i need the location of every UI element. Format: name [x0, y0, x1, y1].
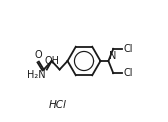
Text: OH: OH [44, 56, 59, 66]
Text: Cl: Cl [123, 44, 133, 54]
Text: Cl: Cl [123, 68, 133, 78]
Text: H₂N: H₂N [27, 70, 46, 80]
Text: O: O [34, 50, 42, 60]
Text: N: N [109, 51, 116, 61]
Text: HCl: HCl [48, 100, 66, 110]
